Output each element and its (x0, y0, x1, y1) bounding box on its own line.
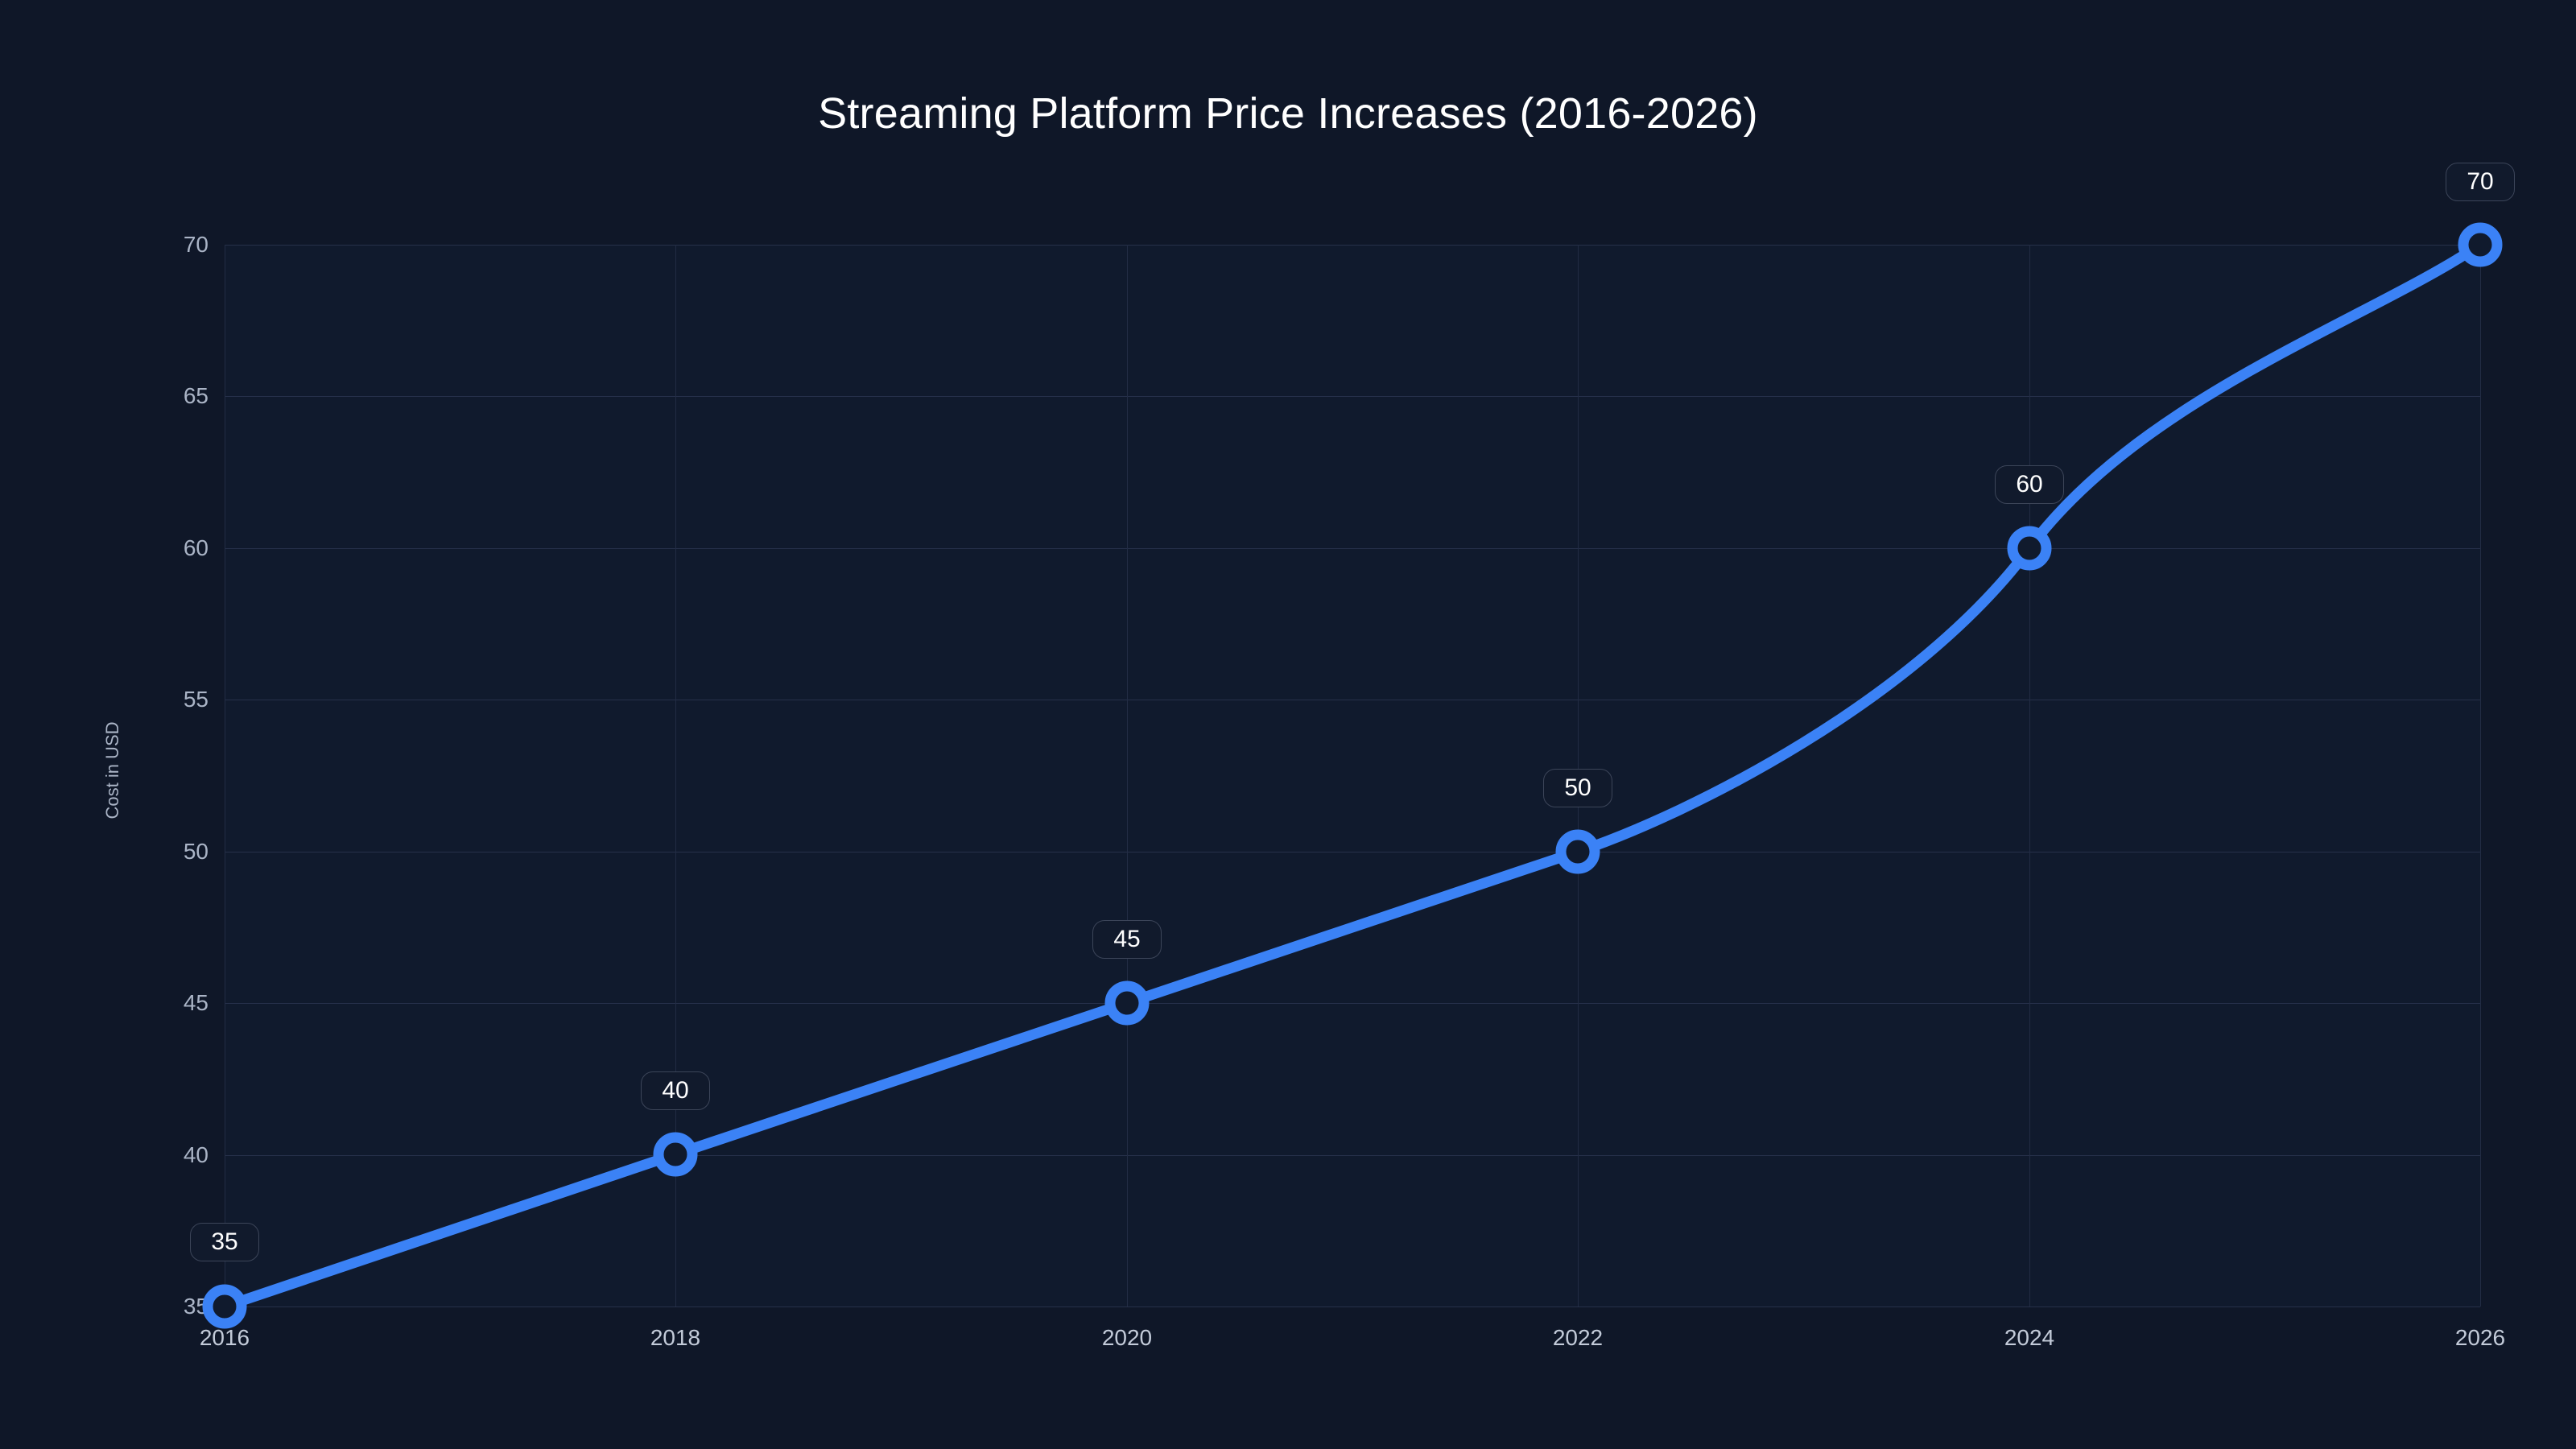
gridline-h (225, 245, 2480, 246)
gridline-v (675, 245, 676, 1307)
chart-title: Streaming Platform Price Increases (2016… (818, 89, 1758, 138)
gridline-v (1127, 245, 1128, 1307)
plot-area (225, 245, 2481, 1307)
gridline-v (2480, 245, 2481, 1307)
data-label-badge: 70 (2446, 163, 2515, 201)
gridline-v (2029, 245, 2030, 1307)
x-tick-label: 2016 (199, 1325, 250, 1350)
data-label-badge: 35 (190, 1223, 259, 1261)
data-label-badge: 45 (1092, 920, 1162, 959)
x-tick-label: 2026 (2454, 1325, 2506, 1350)
x-tick-label: 2022 (1552, 1325, 1604, 1350)
gridline-h (225, 548, 2480, 549)
data-label-badge: 40 (641, 1071, 710, 1110)
gridline-h (225, 1003, 2480, 1004)
gridline-h (225, 1155, 2480, 1156)
data-label-badge: 50 (1543, 769, 1612, 807)
y-tick-label: 70 (183, 232, 208, 257)
x-tick-label: 2018 (650, 1325, 701, 1350)
x-tick-label: 2020 (1101, 1325, 1153, 1350)
y-tick-label: 45 (183, 990, 208, 1015)
y-tick-label: 55 (183, 687, 208, 712)
data-label-badge: 60 (1995, 465, 2064, 504)
y-tick-label: 65 (183, 383, 208, 408)
y-tick-label: 40 (183, 1142, 208, 1167)
y-tick-label: 60 (183, 535, 208, 560)
x-tick-label: 2024 (2004, 1325, 2055, 1350)
gridline-h (225, 396, 2480, 397)
y-tick-label: 35 (183, 1294, 208, 1319)
y-axis-label-text: Cost in USD (102, 721, 122, 819)
y-tick-label: 50 (183, 839, 208, 864)
y-axis-label: Cost in USD (97, 0, 129, 1449)
